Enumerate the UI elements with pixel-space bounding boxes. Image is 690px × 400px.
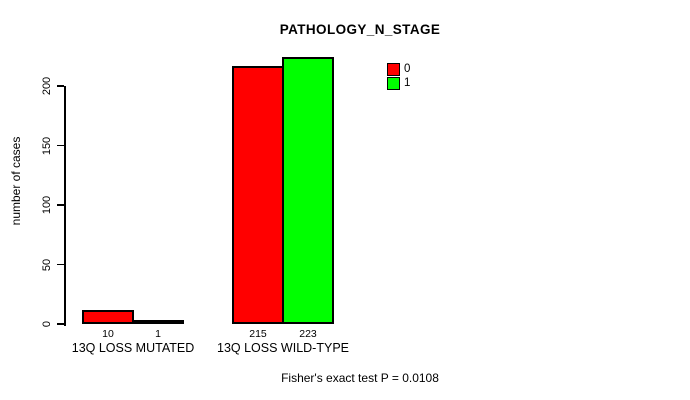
y-axis-tick <box>57 323 64 325</box>
bar-value-label: 10 <box>102 328 114 340</box>
category-label: 13Q LOSS WILD-TYPE <box>217 341 349 355</box>
y-tick-label: 150 <box>41 136 53 155</box>
y-axis-label: number of cases <box>9 136 23 226</box>
legend-label-1: 1 <box>404 77 411 89</box>
bar-0 <box>82 310 134 324</box>
y-tick-label: 100 <box>41 195 53 215</box>
y-tick-label: 50 <box>41 258 53 271</box>
y-axis-line <box>64 86 66 326</box>
category-label: 13Q LOSS MUTATED <box>71 341 195 355</box>
chart-title: PATHOLOGY_N_STAGE <box>279 22 441 37</box>
y-axis-tick <box>57 144 64 147</box>
fisher-test-note: Fisher's exact test P = 0.0108 <box>281 371 439 385</box>
y-axis-tick <box>57 263 64 266</box>
y-axis-tick <box>57 204 64 206</box>
legend-swatch-1 <box>387 77 400 90</box>
bar-value-label: 1 <box>155 328 161 340</box>
bar-value-label: 223 <box>299 328 317 340</box>
y-tick-label: 0 <box>41 320 53 328</box>
legend-label-0: 0 <box>404 63 411 75</box>
bar-0 <box>232 66 284 324</box>
bar-1 <box>132 320 184 324</box>
bar-1 <box>282 56 334 324</box>
y-tick-label: 200 <box>41 76 53 96</box>
bar-value-label: 215 <box>249 328 267 340</box>
y-axis-tick <box>57 85 64 87</box>
legend-swatch-0 <box>387 63 400 76</box>
